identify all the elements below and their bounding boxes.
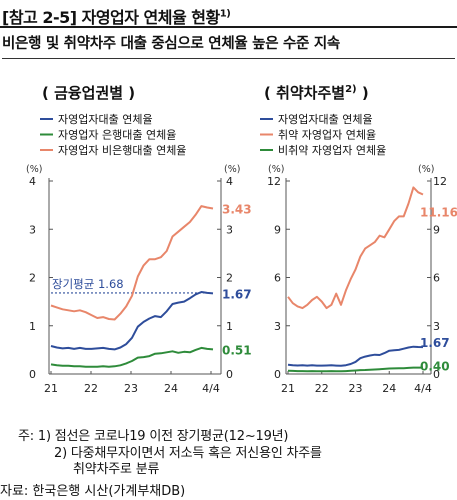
footnote-2: 2) 다중채무자이면서 저소득 혹은 저신용인 차주를: [54, 445, 322, 461]
page-subtitle: 비은행 및 취약차주 대출 중심으로 연체율 높은 수준 지속: [2, 33, 455, 59]
page-title: [참고 2-5] 자영업자 연체율 현황1): [2, 4, 231, 28]
chart1-legend-label-1: 자영업자대출 연체율: [58, 113, 153, 126]
chart2-ytick-right-1: 3: [433, 320, 440, 333]
chart1-series-3-line: [50, 205, 214, 321]
chart2-xtick-2: 23: [349, 382, 363, 395]
chart1-xtick-4: 4/4: [202, 382, 220, 395]
footnote-2-continued: 취약차주로 분류: [73, 462, 160, 477]
chart1-ytick-right-3: 3: [226, 223, 233, 236]
chart2-legend-label-3: 비취약 자영업자 연체율: [278, 143, 386, 157]
chart2-ytick-right-3: 9: [433, 223, 440, 236]
chart1-legend-label-3: 자영업자 비은행대출 연체율: [58, 144, 186, 157]
chart2-unit-left: (%): [268, 164, 284, 175]
title-bar: [참고 2-5] 자영업자 연체율 현황1): [0, 0, 457, 28]
chart2-title: ( 취약차주별2) ): [264, 84, 369, 102]
chart2-xtick-4: 4/4: [414, 382, 432, 395]
chart1-reference-label: 장기평균 1.68: [52, 277, 124, 291]
chart2-end-label-3: 0.40: [420, 360, 450, 374]
chart1-ytick-left-3: 3: [29, 223, 36, 236]
chart1-unit-left: (%): [26, 164, 42, 175]
chart2-ytick-left-3: 9: [274, 223, 281, 236]
chart1-end-label-2: 1.67: [222, 287, 252, 301]
chart1-ytick-left-2: 2: [29, 272, 36, 285]
chart1-ytick-left-0: 0: [29, 368, 36, 381]
chart1-legend-label-2: 자영업자 은행대출 연체율: [58, 129, 176, 142]
chart2-xtick-0: 21: [281, 382, 295, 395]
footnotes: 주: 1) 점선은 코로나19 이전 장기평균(12~19년) 2) 다중채무자…: [12, 429, 452, 479]
chart2-ytick-right-0: 0: [433, 368, 440, 381]
chart2-ytick-right-4: 12: [433, 175, 447, 188]
chart2-ytick-left-4: 12: [267, 175, 281, 188]
chart2-xtick-3: 24: [382, 382, 396, 395]
chart1-xtick-3: 24: [164, 382, 178, 395]
chart2-series-3-line: [287, 366, 423, 373]
chart2-title-footnote-marker: 2): [345, 84, 357, 95]
chart2-unit-right: (%): [418, 164, 434, 175]
chart1-title: ( 금융업권별 ): [42, 84, 135, 102]
chart2-legend-label-2: 취약 자영업자 연체율: [278, 128, 376, 142]
chart1-ytick-left-4: 4: [29, 175, 36, 188]
chart2-series-1-line: [287, 345, 424, 367]
chart2-ytick-left-2: 6: [274, 272, 281, 285]
chart2-ytick-right-2: 6: [433, 272, 440, 285]
chart1-ytick-left-1: 1: [29, 320, 36, 333]
chart1-series-2-line: [50, 346, 214, 368]
chart2-ytick-left-0: 0: [274, 368, 281, 381]
page-title-text: [참고 2-5] 자영업자 연체율 현황: [2, 8, 220, 27]
chart2-legend-label-1: 자영업자대출 연체율: [278, 113, 373, 126]
chart1-ytick-right-0: 0: [226, 368, 233, 381]
chart1-ytick-right-1: 1: [226, 320, 233, 333]
chart2-end-label-2: 1.67: [420, 336, 450, 350]
chart1-xtick-1: 22: [84, 382, 98, 395]
chart1-ytick-right-2: 2: [226, 272, 233, 285]
chart2-xtick-1: 22: [315, 382, 329, 395]
chart1-series-1-line: [50, 291, 214, 351]
chart1-unit-right: (%): [224, 164, 240, 175]
source-note: 자료: 한국은행 시산(가계부채DB): [0, 484, 186, 499]
chart1-xtick-0: 21: [44, 382, 58, 395]
page-title-footnote-marker: 1): [219, 8, 231, 20]
footnote-1: 주: 1) 점선은 코로나19 이전 장기평균(12~19년): [18, 429, 289, 444]
chart2-series-2-line: [287, 186, 424, 310]
chart1-end-label-3: 0.51: [222, 343, 252, 357]
chart1-end-label-1: 3.43: [222, 203, 252, 217]
chart2-end-label-1: 11.16: [420, 206, 457, 220]
chart2-title-close: ): [357, 84, 369, 102]
chart1-xtick-2: 23: [124, 382, 138, 395]
chart1-ytick-right-4: 4: [226, 175, 233, 188]
chart2-ytick-left-1: 3: [274, 320, 281, 333]
